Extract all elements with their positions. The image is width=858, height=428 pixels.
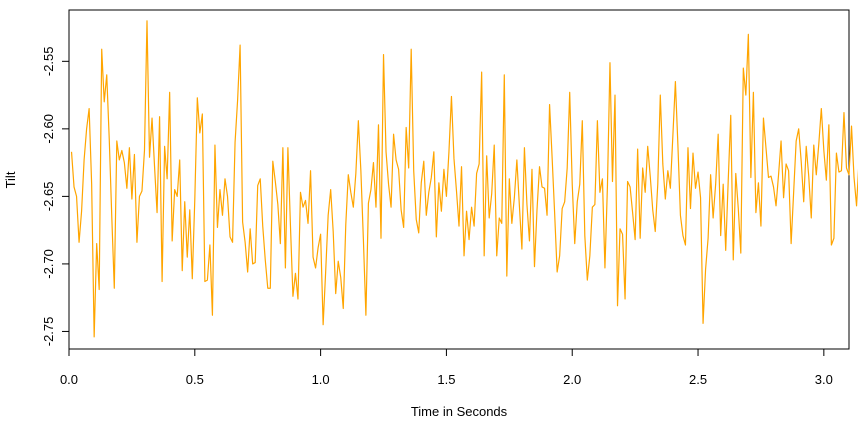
y-tick-label: -2.60: [41, 114, 56, 144]
x-tick-label: 0.5: [186, 372, 204, 387]
x-tick-label: 0.0: [60, 372, 78, 387]
x-tick-label: 3.0: [815, 372, 833, 387]
x-tick-label: 1.5: [437, 372, 455, 387]
y-tick-label: -2.70: [41, 249, 56, 279]
x-tick-label: 1.0: [312, 372, 330, 387]
y-tick-label: -2.75: [41, 317, 56, 347]
y-tick-label: -2.55: [41, 47, 56, 77]
x-axis-title: Time in Seconds: [411, 404, 508, 419]
y-axis: -2.55 -2.60 -2.65 -2.70 -2.75: [41, 47, 70, 347]
x-tick-label: 2.5: [689, 372, 707, 387]
x-axis: 0.0 0.5 1.0 1.5 2.0 2.5 3.0: [60, 348, 833, 387]
x-tick-label: 2.0: [563, 372, 581, 387]
y-tick-label: -2.65: [41, 182, 56, 212]
y-axis-title: Tilt: [3, 171, 18, 188]
tilt-series-line: [70, 20, 858, 338]
